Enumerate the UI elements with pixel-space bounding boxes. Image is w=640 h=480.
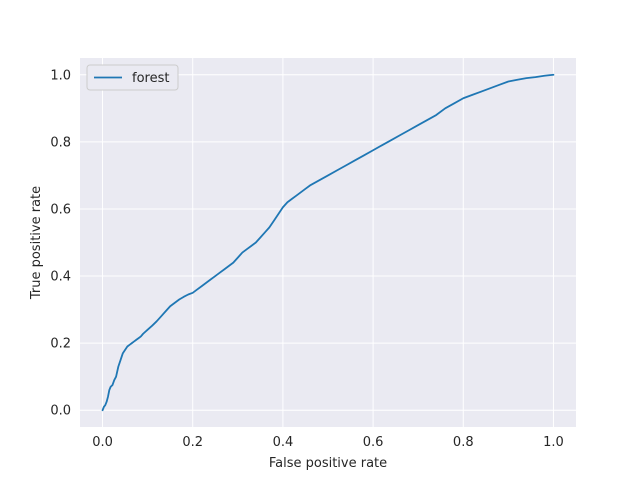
legend-box (86, 64, 179, 91)
legend-label-forest: forest (132, 71, 169, 86)
plot-area (80, 58, 576, 427)
x-tick-label: 0.8 (453, 435, 474, 450)
legend: forest (86, 64, 179, 91)
y-axis-label: True positive rate (29, 186, 44, 300)
x-tick-labels: 0.0 0.2 0.4 0.6 0.8 1.0 (92, 435, 564, 450)
x-tick-label: 0.0 (92, 435, 113, 450)
x-tick-label: 0.4 (273, 435, 294, 450)
y-tick-labels: 0.0 0.2 0.4 0.6 0.8 1.0 (50, 68, 71, 418)
x-tick-label: 0.2 (182, 435, 203, 450)
x-tick-label: 0.6 (363, 435, 384, 450)
x-axis-label: False positive rate (269, 456, 387, 471)
y-tick-label: 0.6 (50, 202, 71, 217)
series-layer (101, 73, 555, 412)
y-tick-label: 0.4 (50, 270, 71, 285)
y-tick-label: 0.2 (50, 337, 71, 352)
y-tick-label: 1.0 (50, 68, 71, 83)
y-tick-label: 0.0 (50, 404, 71, 419)
x-tick-label: 1.0 (543, 435, 564, 450)
y-tick-label: 0.8 (50, 135, 71, 150)
series-line-forest (101, 73, 555, 412)
